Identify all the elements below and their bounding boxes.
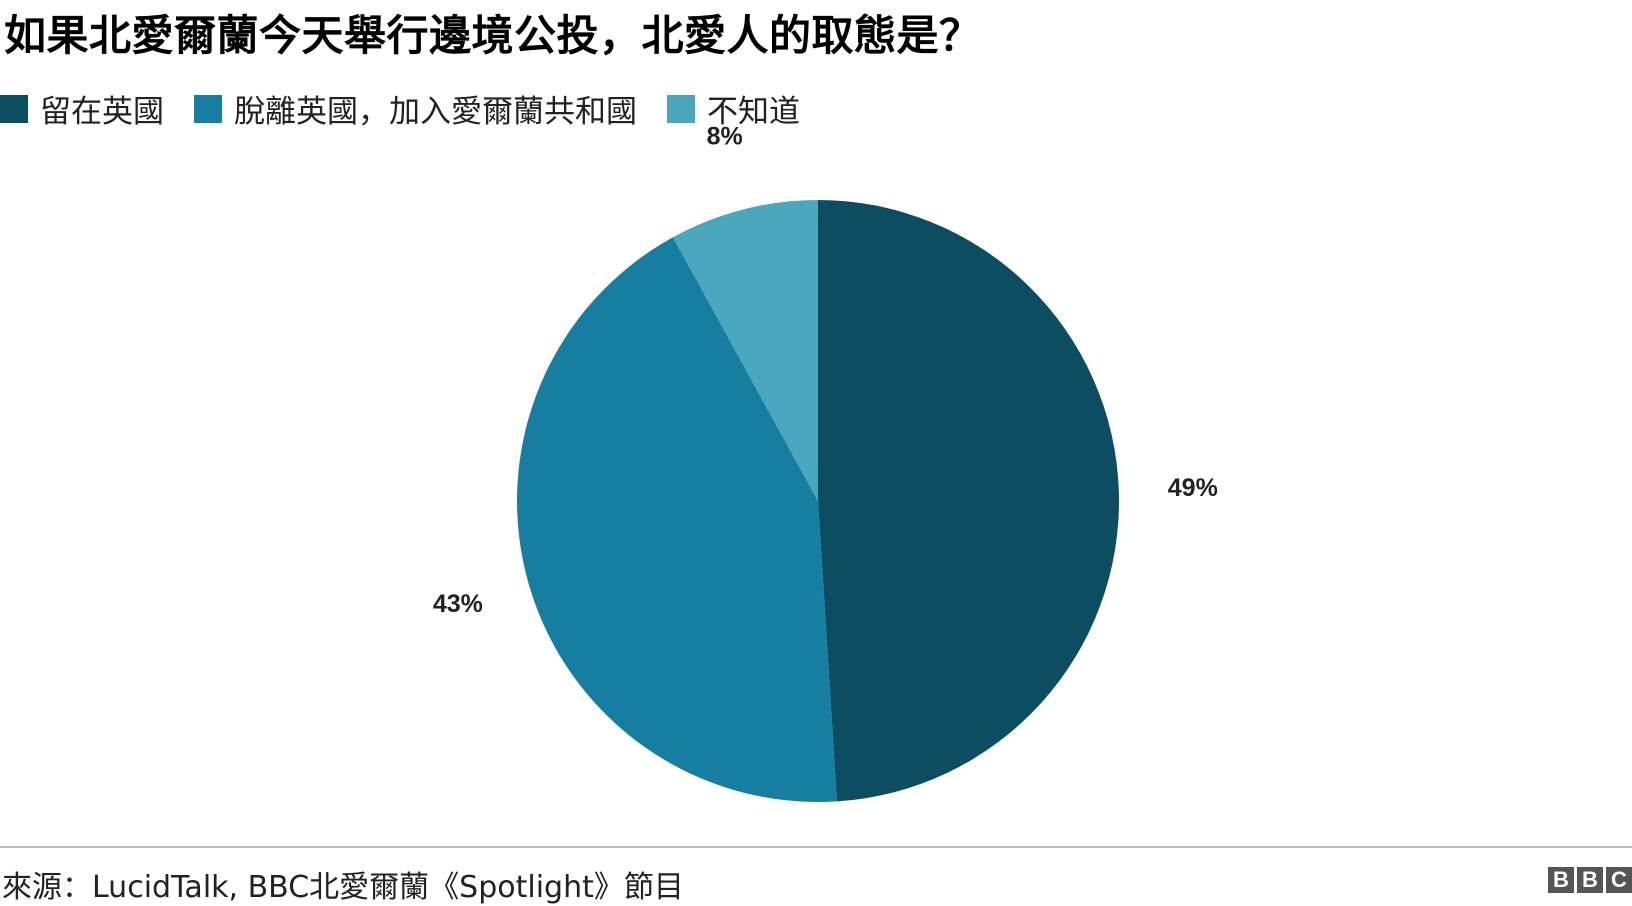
footer-divider (0, 846, 1632, 848)
data-label-leave: 43% (433, 590, 483, 618)
legend-swatch-dont-know (667, 94, 695, 123)
pie-chart: 49% 43% 8% (433, 122, 1218, 803)
logo-letter-c: C (1606, 867, 1632, 893)
legend-label-remain: 留在英國 (40, 94, 164, 130)
source-note: 來源：LucidTalk, BBC北愛爾蘭《Spotlight》節目 (2, 870, 684, 905)
legend-item-dont-know: 不知道 (667, 86, 800, 131)
legend-item-remain: 留在英國 (0, 86, 164, 131)
logo-letter-b2: B (1577, 867, 1603, 893)
pie-slice-leave (516, 237, 837, 803)
legend-item-leave: 脫離英國，加入愛爾蘭共和國 (194, 86, 637, 131)
legend-label-leave: 脫離英國，加入愛爾蘭共和國 (234, 94, 637, 130)
pie-slice-remain (818, 200, 1119, 802)
pie-slice-dont-know (672, 200, 818, 501)
legend: 留在英國 脫離英國，加入愛爾蘭共和國 不知道 (0, 86, 830, 131)
bbc-logo: B B C (1548, 867, 1632, 893)
legend-swatch-remain (0, 94, 28, 123)
data-label-dont-know: 8% (707, 122, 743, 150)
chart-title: 如果北愛爾蘭今天舉行邊境公投，北愛人的取態是？ (4, 11, 982, 60)
legend-swatch-leave (194, 94, 222, 123)
legend-label-dont-know: 不知道 (707, 94, 800, 130)
data-label-remain: 49% (1168, 474, 1218, 502)
logo-letter-b1: B (1548, 867, 1574, 893)
